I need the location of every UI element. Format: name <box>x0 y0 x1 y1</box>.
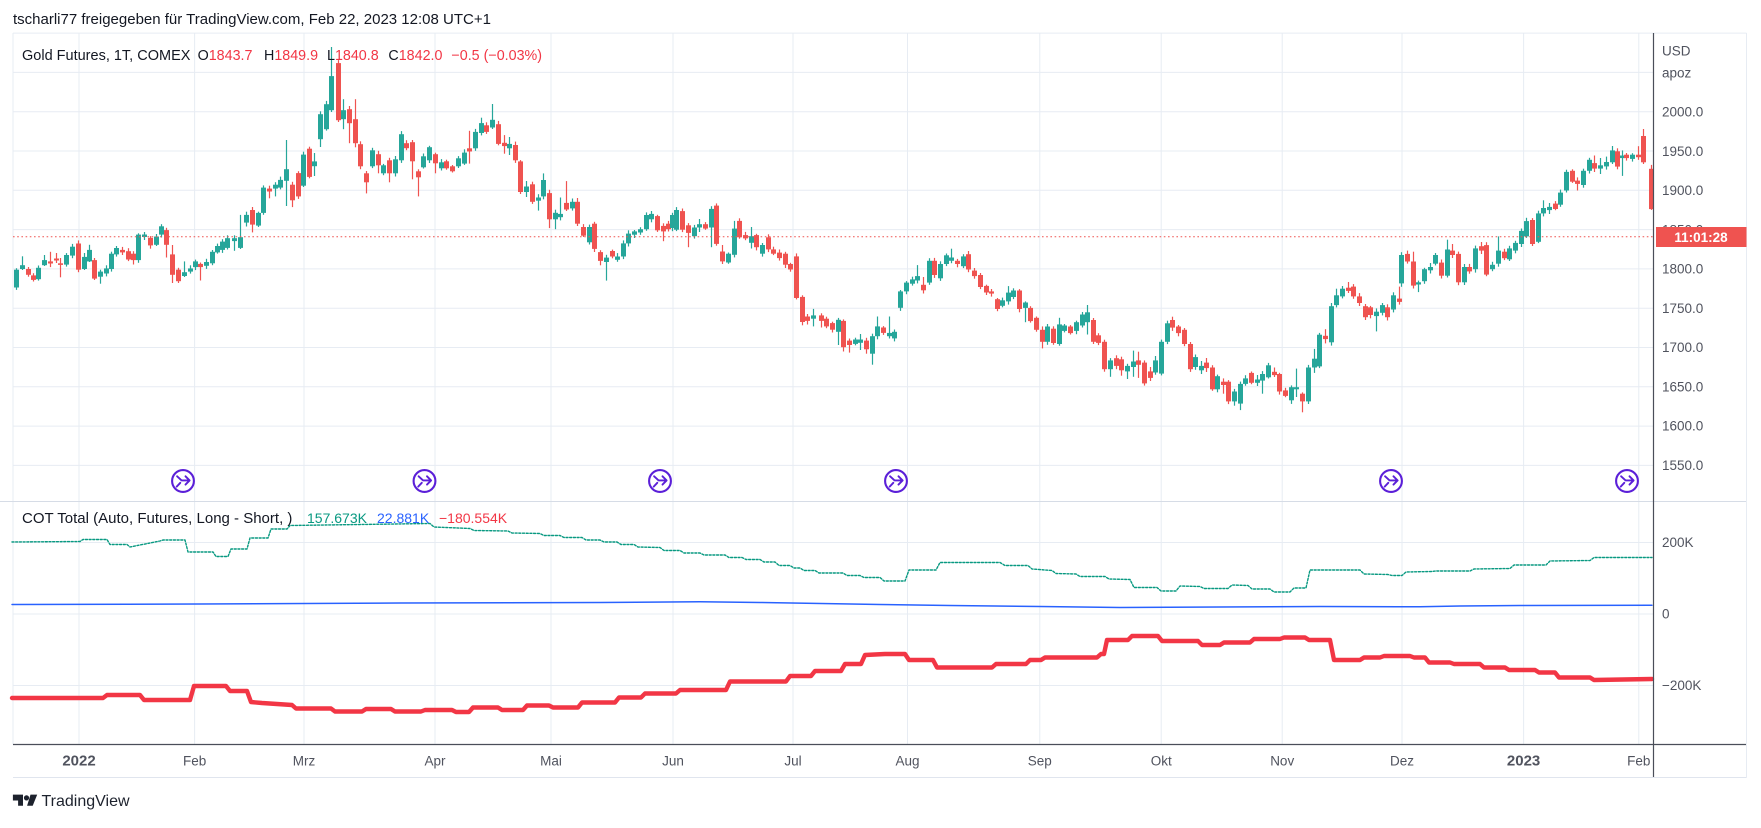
svg-text:Okt: Okt <box>1151 754 1172 769</box>
svg-text:Jun: Jun <box>662 754 684 769</box>
svg-text:Mai: Mai <box>540 754 562 769</box>
svg-text:11:01:28: 11:01:28 <box>1674 230 1728 245</box>
svg-text:Dez: Dez <box>1390 754 1414 769</box>
svg-text:22.881K: 22.881K <box>377 510 430 526</box>
svg-text:1750.0: 1750.0 <box>1662 301 1703 316</box>
svg-text:COT Total (Auto, Futures, Long: COT Total (Auto, Futures, Long - Short, … <box>22 510 292 527</box>
svg-text:O1843.7: O1843.7 <box>198 48 253 64</box>
svg-text:−180.554K: −180.554K <box>439 510 508 526</box>
svg-text:1650.0: 1650.0 <box>1662 380 1703 395</box>
svg-text:Mrz: Mrz <box>293 754 316 769</box>
svg-text:Feb: Feb <box>183 754 206 769</box>
svg-text:Feb: Feb <box>1627 754 1650 769</box>
svg-text:2022: 2022 <box>62 753 95 770</box>
svg-text:1600.0: 1600.0 <box>1662 419 1703 434</box>
svg-text:C1842.0: C1842.0 <box>388 48 442 64</box>
svg-text:TradingView: TradingView <box>42 793 130 810</box>
svg-text:1950.0: 1950.0 <box>1662 144 1703 159</box>
svg-text:tscharli77 freigegeben für Tra: tscharli77 freigegeben für TradingView.c… <box>13 11 491 28</box>
svg-text:USD: USD <box>1662 44 1691 59</box>
svg-text:Jul: Jul <box>784 754 801 769</box>
svg-text:−200K: −200K <box>1662 678 1701 693</box>
svg-text:200K: 200K <box>1662 535 1694 550</box>
svg-text:0: 0 <box>1662 607 1670 622</box>
svg-text:−0.5 (−0.03%): −0.5 (−0.03%) <box>451 48 542 64</box>
svg-text:apoz: apoz <box>1662 66 1692 81</box>
svg-text:Sep: Sep <box>1028 754 1052 769</box>
svg-text:Aug: Aug <box>895 754 919 769</box>
svg-text:2000.0: 2000.0 <box>1662 105 1703 120</box>
svg-text:1550.0: 1550.0 <box>1662 458 1703 473</box>
svg-text:1800.0: 1800.0 <box>1662 262 1703 277</box>
svg-text:Gold Futures, 1T, COMEX: Gold Futures, 1T, COMEX <box>22 48 191 64</box>
svg-text:L1840.8: L1840.8 <box>327 48 379 64</box>
svg-text:Apr: Apr <box>424 754 446 769</box>
svg-text:2023: 2023 <box>1507 753 1540 770</box>
svg-text:Nov: Nov <box>1270 754 1294 769</box>
svg-text:157.673K: 157.673K <box>307 510 368 526</box>
svg-text:1900.0: 1900.0 <box>1662 183 1703 198</box>
svg-text:1700.0: 1700.0 <box>1662 340 1703 355</box>
svg-text:H1849.9: H1849.9 <box>264 48 318 64</box>
